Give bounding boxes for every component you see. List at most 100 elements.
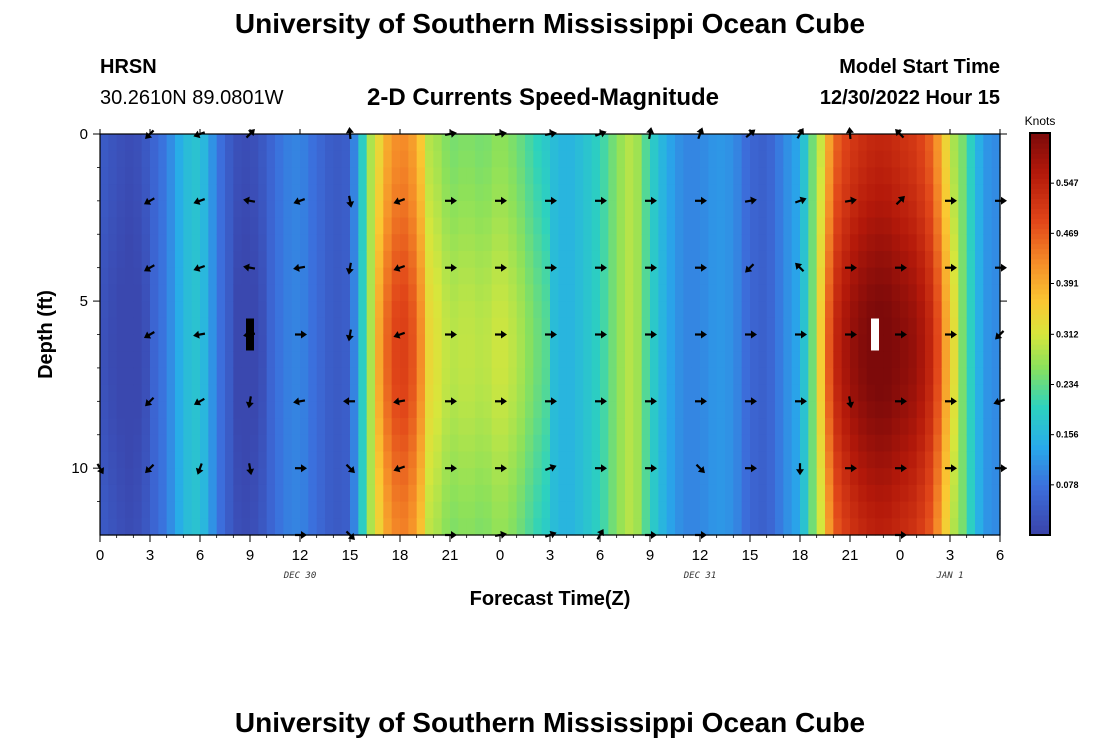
heatmap-cell [925, 501, 934, 519]
heatmap-cell [175, 167, 184, 185]
heatmap-cell [391, 301, 401, 319]
heatmap-cell [475, 150, 484, 169]
heatmap-cell [125, 451, 134, 469]
heatmap-cell [375, 200, 384, 219]
heatmap-cell [566, 284, 576, 302]
colorbar-segment [1030, 514, 1050, 521]
heatmap-cell [758, 134, 768, 152]
heatmap-cell [875, 367, 884, 386]
heatmap-cell [733, 184, 743, 202]
heatmap-cell [558, 250, 568, 269]
heatmap-cell [600, 518, 609, 536]
heatmap-cell [333, 418, 343, 436]
heatmap-cell [275, 418, 284, 436]
heatmap-cell [825, 284, 834, 302]
heatmap-cell [158, 167, 168, 185]
heatmap-cell [100, 518, 109, 536]
heatmap-cell [941, 301, 951, 319]
heatmap-cell [250, 184, 259, 202]
heatmap-cell [258, 234, 268, 252]
heatmap-cell [883, 200, 893, 219]
heatmap-cell [691, 250, 701, 269]
heatmap-cell [133, 200, 143, 219]
heatmap-cell [766, 167, 776, 185]
heatmap-cell [825, 301, 834, 319]
heatmap-cell [283, 334, 293, 352]
current-vector [495, 330, 507, 339]
heatmap-cell [358, 401, 368, 419]
heatmap-cell [750, 250, 759, 269]
heatmap-cell [408, 167, 418, 185]
heatmap-cell [791, 184, 801, 202]
heatmap-cell [350, 234, 359, 252]
heatmap-cell [166, 468, 176, 486]
chart-subtitle: 2-D Currents Speed-Magnitude [367, 84, 720, 111]
heatmap-cell [233, 468, 243, 486]
heatmap-cell [508, 234, 518, 252]
heatmap-cell [200, 501, 209, 519]
heatmap-cell [900, 150, 909, 169]
heatmap-cell [775, 468, 784, 486]
heatmap-cell [600, 468, 609, 486]
heatmap-cell [100, 367, 109, 386]
heatmap-cell [983, 451, 993, 469]
heatmap-cell [633, 301, 643, 319]
heatmap-cell [216, 301, 226, 319]
heatmap-cell [958, 200, 968, 219]
heatmap-cell [233, 284, 243, 302]
heatmap-cell [266, 250, 276, 269]
heatmap-cell [800, 468, 809, 486]
heatmap-cell [550, 384, 559, 402]
heatmap-cell [300, 301, 309, 319]
heatmap-cell [233, 301, 243, 319]
heatmap-cell [975, 384, 984, 402]
heatmap-cell [525, 351, 534, 369]
heatmap-cell [458, 367, 468, 386]
heatmap-cell [783, 284, 793, 302]
heatmap-cell [375, 401, 384, 419]
heatmap-cell [258, 384, 268, 402]
heatmap-cell [766, 468, 776, 486]
heatmap-cell [383, 451, 393, 469]
heatmap-cell [658, 367, 668, 386]
heatmap-cell [666, 451, 676, 469]
heatmap-cell [375, 451, 384, 469]
heatmap-cell [866, 284, 876, 302]
heatmap-cell [300, 150, 309, 169]
heatmap-cell [275, 284, 284, 302]
heatmap-cell [400, 250, 409, 269]
heatmap-cell [625, 301, 634, 319]
heatmap-cell [208, 134, 218, 152]
heatmap-cell [450, 184, 459, 202]
heatmap-cell [808, 234, 818, 252]
heatmap-cell [358, 518, 368, 536]
heatmap-cell [275, 518, 284, 536]
heatmap-cell [233, 217, 243, 235]
heatmap-cell [583, 200, 593, 219]
heatmap-cell [941, 418, 951, 436]
colorbar-tick-label: 0.312 [1056, 329, 1079, 339]
heatmap-cell [983, 167, 993, 185]
heatmap-cell [616, 284, 626, 302]
heatmap-cell [991, 150, 1001, 169]
current-vector [895, 330, 907, 339]
heatmap-cell [400, 484, 409, 503]
heatmap-cell [291, 317, 301, 336]
heatmap-cell [166, 200, 176, 219]
heatmap-cell [900, 418, 909, 436]
heatmap-cell [183, 418, 193, 436]
heatmap-cell [266, 134, 276, 152]
current-vector [545, 330, 557, 339]
heatmap-cell [941, 351, 951, 369]
heatmap-cell [466, 518, 476, 536]
heatmap-cell [491, 418, 501, 436]
heatmap-cell [150, 134, 159, 152]
heatmap-cell [441, 250, 451, 269]
heatmap-cell [133, 384, 143, 402]
heatmap-cell [783, 200, 793, 219]
heatmap-cell [616, 501, 626, 519]
heatmap-cell [491, 250, 501, 269]
heatmap-cell [750, 468, 759, 486]
heatmap-cell [283, 317, 293, 336]
heatmap-cell [691, 418, 701, 436]
